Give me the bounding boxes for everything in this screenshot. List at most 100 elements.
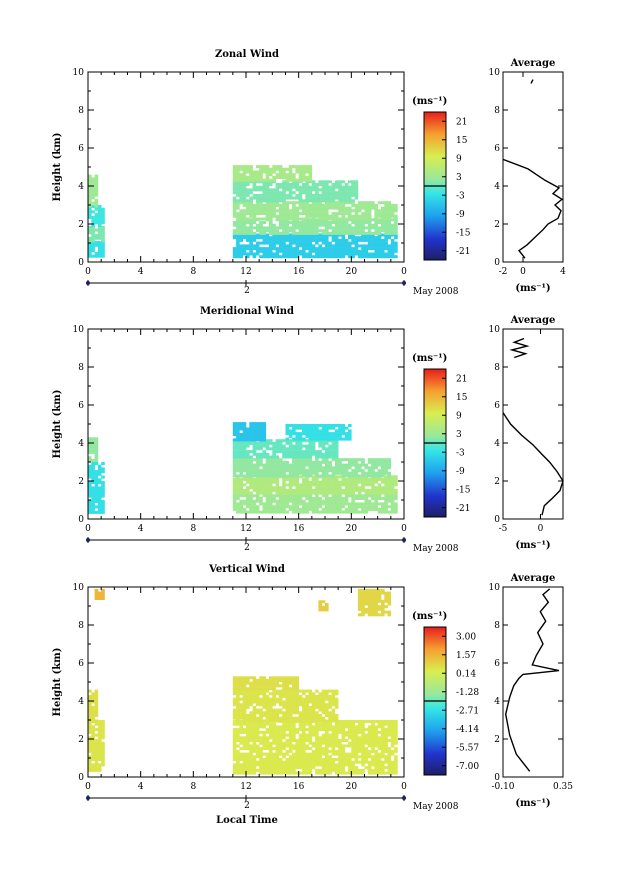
heatmap-cell: [101, 215, 105, 219]
heatmap-cell: [88, 736, 92, 740]
heatmap-cell: [278, 679, 283, 682]
heatmap-cell: [318, 708, 322, 712]
heatmap-cell: [367, 483, 372, 487]
heatmap-cell: [94, 760, 99, 764]
heatmap-cell: [318, 432, 322, 436]
heatmap-cell: [232, 180, 237, 184]
heatmap-cell: [351, 201, 355, 205]
heatmap-cell: [338, 212, 342, 216]
heatmap-cell: [97, 234, 102, 237]
heatmap-cell: [377, 502, 382, 506]
heatmap-cell: [232, 178, 237, 182]
heatmap-cell: [315, 429, 319, 433]
heatmap-cell: [252, 747, 257, 751]
heatmap-cell: [311, 203, 316, 207]
heatmap-cell: [272, 758, 276, 761]
heatmap-cell: [232, 752, 237, 756]
heatmap-cell: [242, 684, 247, 688]
heatmap-cell: [341, 739, 346, 742]
heatmap-cell: [285, 226, 290, 230]
heatmap-cell: [325, 714, 329, 717]
heatmap-cell: [377, 460, 382, 464]
heatmap-cell: [94, 470, 99, 474]
heatmap-cell: [384, 758, 388, 761]
heatmap-cell: [381, 591, 385, 595]
heatmap-cell: [295, 241, 299, 245]
heatmap-cell: [325, 238, 329, 242]
heatmap-cell: [334, 719, 339, 723]
heatmap-cell: [285, 231, 290, 235]
heatmap-cell: [295, 447, 299, 451]
heatmap-cell: [275, 725, 280, 729]
heatmap-cell: [232, 703, 237, 707]
heatmap-cell: [288, 466, 293, 470]
heatmap-cell: [394, 217, 398, 221]
heatmap-cell: [331, 221, 336, 224]
heatmap-cell: [282, 203, 286, 207]
heatmap-cell: [341, 196, 346, 200]
heatmap-cell: [374, 739, 378, 742]
heatmap-cell: [259, 741, 263, 745]
heatmap-cell: [236, 697, 240, 701]
average-y-tick-label: 8: [494, 106, 500, 116]
heatmap-cell: [101, 486, 105, 490]
heatmap-cell: [298, 760, 303, 764]
heatmap-cell: [285, 439, 290, 443]
heatmap-cell: [239, 188, 243, 192]
heatmap-cell: [262, 703, 267, 707]
heatmap-cell: [249, 728, 253, 732]
heatmap-cell: [262, 505, 267, 509]
heatmap-cell: [374, 247, 378, 251]
heatmap-cell: [334, 741, 339, 745]
heatmap-cell: [249, 755, 253, 759]
heatmap-cell: [249, 221, 253, 224]
heatmap-cell: [338, 241, 342, 245]
heatmap-cell: [265, 439, 270, 443]
heatmap-cell: [331, 697, 336, 701]
heatmap-cell: [288, 714, 293, 717]
heatmap-cell: [236, 695, 240, 698]
heatmap-cell: [361, 760, 365, 764]
heatmap-cell: [318, 460, 322, 464]
heatmap-cell: [101, 733, 105, 737]
heatmap-cell: [91, 464, 95, 468]
heatmap-cell: [315, 463, 319, 467]
heatmap-cell: [288, 201, 293, 205]
heatmap-cell: [302, 728, 306, 732]
heatmap-cell: [265, 212, 270, 216]
heatmap-cell: [348, 752, 352, 756]
heatmap-cell: [252, 236, 257, 240]
heatmap-cell: [377, 591, 382, 595]
heatmap-cell: [387, 247, 392, 251]
heatmap-cell: [311, 491, 316, 495]
heatmap-cell: [302, 165, 306, 169]
heatmap-cell: [344, 188, 349, 192]
heatmap-cell: [259, 178, 263, 182]
heatmap-cell: [325, 255, 329, 259]
heatmap-cell: [285, 185, 290, 189]
heatmap-cell: [255, 196, 260, 200]
heatmap-cell: [246, 697, 250, 701]
heatmap-cell: [341, 252, 346, 256]
heatmap-cell: [305, 474, 309, 478]
heatmap-cell: [305, 241, 309, 245]
heatmap-cell: [371, 507, 375, 511]
heatmap-cell: [302, 203, 306, 207]
heatmap-cell: [367, 478, 372, 481]
heatmap-cell: [308, 458, 313, 462]
heatmap-cell: [328, 697, 332, 701]
heatmap-cell: [272, 233, 276, 237]
heatmap-cell: [282, 217, 286, 221]
heatmap-cell: [292, 180, 296, 184]
heatmap-cell: [262, 238, 267, 242]
average-x-tick-label: -0.10: [491, 782, 514, 792]
heatmap-cell: [272, 203, 276, 207]
heatmap-cell: [321, 478, 326, 481]
heatmap-cell: [272, 478, 276, 481]
heatmap-cell: [236, 689, 240, 693]
heatmap-cell: [371, 763, 375, 767]
heatmap-cell: [275, 444, 280, 448]
heatmap-cell: [384, 475, 388, 479]
heatmap-cell: [101, 730, 105, 734]
heatmap-cell: [374, 733, 378, 737]
